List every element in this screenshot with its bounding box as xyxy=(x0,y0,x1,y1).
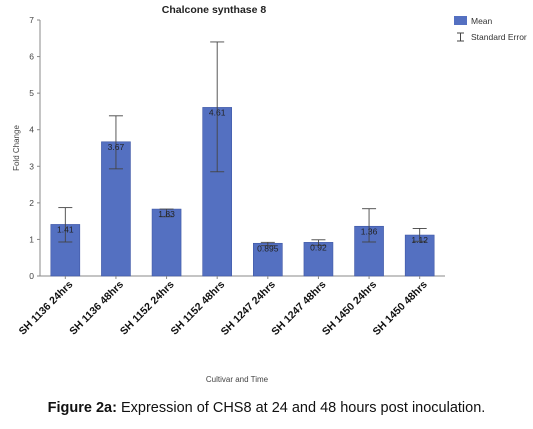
bar xyxy=(303,242,334,277)
data-label: 1.83 xyxy=(158,209,175,219)
data-label: 4.61 xyxy=(209,107,226,117)
legend-error-icon xyxy=(457,32,464,42)
y-tick-label: 7 xyxy=(29,15,34,25)
caption-label: Figure 2a: xyxy=(47,400,117,416)
x-tick-label: SH 1450 48hrs xyxy=(371,279,430,338)
x-axis-label: Cultivar and Time xyxy=(206,375,269,384)
chart-title: Chalcone synthase 8 xyxy=(162,4,267,16)
bar-chart: Chalcone synthase 8 Fold Change Cultivar… xyxy=(12,4,527,384)
data-label: 1.12 xyxy=(411,235,428,245)
legend-error-label: Standard Error xyxy=(471,32,527,42)
y-tick-label: 4 xyxy=(29,125,34,135)
y-tick-label: 1 xyxy=(29,234,34,244)
data-label: 0.895 xyxy=(257,243,279,253)
data-label: 3.67 xyxy=(108,142,125,152)
data-label: 1.36 xyxy=(361,226,378,236)
bar xyxy=(253,242,283,277)
caption-text: Expression of CHS8 at 24 and 48 hours po… xyxy=(116,400,486,416)
y-tick-label: 3 xyxy=(29,161,34,171)
bar xyxy=(151,208,182,277)
y-tick-label: 2 xyxy=(29,198,34,208)
figure-caption: Figure 2a: Expression of CHS8 at 24 and … xyxy=(0,400,533,416)
y-tick-label: 5 xyxy=(29,88,34,98)
y-axis-label: Fold Change xyxy=(12,125,21,171)
data-label: 0.92 xyxy=(310,242,327,252)
y-tick-label: 0 xyxy=(29,271,34,281)
legend-mean-swatch xyxy=(454,16,467,25)
chart-legend: Mean Standard Error xyxy=(454,16,527,42)
legend-mean-label: Mean xyxy=(471,16,493,26)
y-tick-label: 6 xyxy=(29,52,34,62)
data-label: 1.41 xyxy=(57,224,74,234)
